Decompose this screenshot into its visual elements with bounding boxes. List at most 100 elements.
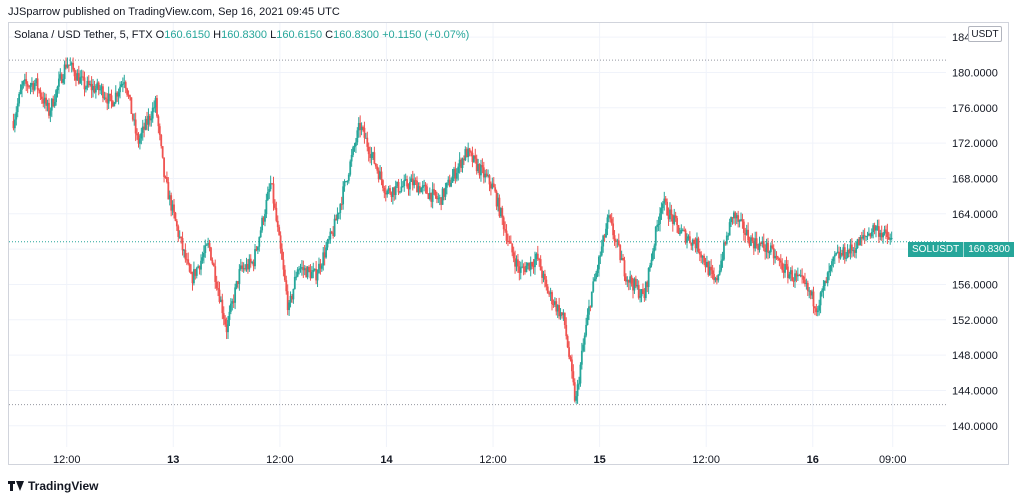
candle-body [433,189,435,191]
candle-body [306,266,309,278]
candle-body [652,251,654,260]
candle-body [190,271,192,274]
candle-body [769,245,772,253]
candle-body [664,198,667,202]
candle-body [794,273,796,281]
candle-body [266,192,269,200]
candle-body [22,81,25,85]
candle-body [309,270,312,279]
candle-body [872,225,875,233]
candle-body [882,233,885,238]
candle-body [796,274,799,277]
candle-body [531,262,534,267]
candle-body [141,126,144,133]
candle-body [526,262,529,266]
legend-symbol[interactable]: Solana / USD Tether, 5, FTX [14,29,153,41]
candle-body [444,187,447,197]
candle-body [467,148,470,158]
candle-body [241,265,244,269]
price-axis[interactable]: 140.0000 144.0000 148.0000 152.0000 156.0000… [952,32,998,433]
candle-body [841,253,843,256]
candle-body [626,279,629,282]
candle-body [140,132,143,139]
candle-body [583,335,586,345]
candle-body [646,282,649,288]
time-axis[interactable]: 12:00 13 12:00 14 12:00 15 12:00 16 09:00 [53,454,907,466]
candle-body [333,218,336,236]
candle-body [160,134,163,147]
candle-body [173,204,175,213]
candle-body [451,176,454,183]
candle-body [788,274,791,279]
candle-body [532,266,535,268]
candle-body [255,249,258,251]
candle-body [31,82,33,86]
candle-body [434,190,437,197]
candle-body [541,270,543,278]
candle-body [752,240,755,249]
candle-body [856,239,859,248]
tradingview-logo[interactable]: TradingView [8,479,98,493]
candle-body [667,215,670,220]
candle-body [144,118,147,130]
legend-open-label: O [155,29,165,41]
candle-body [559,312,562,317]
candle-body [740,219,742,221]
candle-body [227,319,229,333]
candle-body [529,262,532,270]
candle-body [730,217,732,223]
candle-body [441,188,444,205]
candle-body [524,267,526,273]
candle-body [625,276,627,282]
candle-body [777,257,779,259]
candle-body [99,89,102,91]
candle-body [725,235,728,244]
candle-body [744,232,747,235]
candle-body [710,266,713,271]
candle-body [390,193,393,198]
candle-body [28,86,30,88]
candle-body [184,249,187,260]
candle-body [801,275,804,277]
candle-body [571,359,573,372]
candle-body [643,294,646,299]
candle-body [747,229,750,241]
candle-body [376,166,379,171]
candle-body [822,286,825,291]
candle-body [754,238,757,249]
candle-body [552,304,555,306]
candle-body [21,84,23,90]
candle-body [372,152,374,154]
candle-body [528,262,531,270]
candle-body [397,181,400,193]
last-price-symbol: SOLUSDT [908,242,965,257]
candle-body [40,96,43,100]
candle-body [491,183,494,189]
candle-body [123,82,126,84]
candle-body [367,146,370,155]
candle-body [60,74,63,83]
candle-body [175,220,178,227]
candle-body [825,280,828,284]
candle-body [19,89,22,94]
candle-body [164,176,167,178]
candle-body [465,149,468,158]
candle-body [566,336,569,348]
candle-body [139,138,141,144]
candle-body [110,95,113,102]
candle-body [828,270,831,273]
candle-body [265,199,268,215]
candle-body [215,281,218,289]
candle-body [875,227,877,231]
candle-body [269,183,272,190]
candle-body [70,62,73,65]
currency-unit-button[interactable]: USDT [968,26,1002,42]
reference-lines [9,59,946,406]
candle-body [636,285,639,287]
candle-body [687,236,690,239]
candle-body [819,292,822,306]
candle-body [879,232,882,237]
legend-close-label: C [325,29,334,41]
candle-body [761,241,764,245]
